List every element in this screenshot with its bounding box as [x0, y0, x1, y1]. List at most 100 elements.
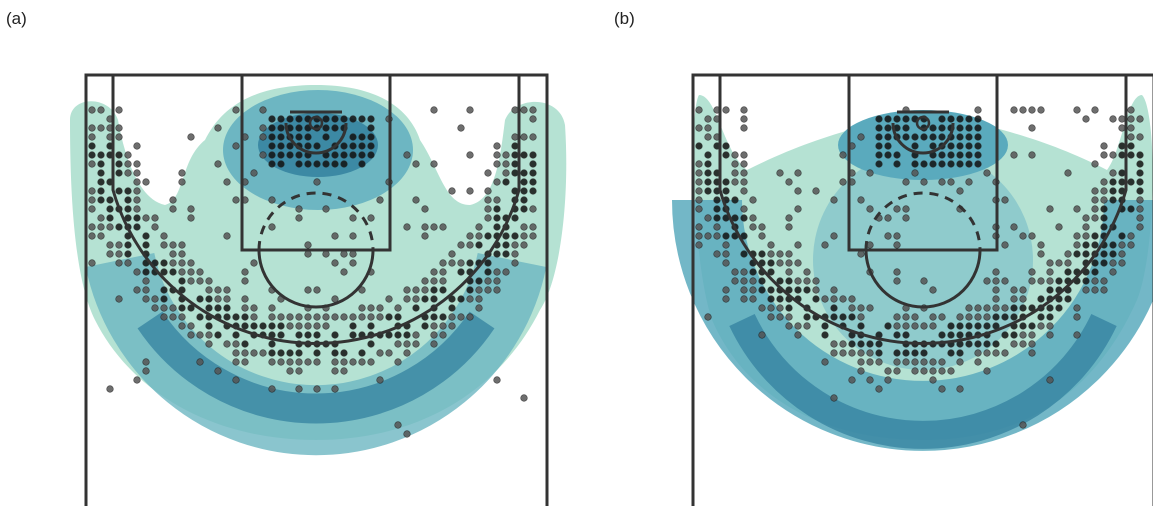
shot-dot [794, 286, 802, 294]
shot-dot [304, 313, 312, 321]
shot-dot [250, 322, 258, 330]
shot-dot [704, 151, 712, 159]
shot-dot [929, 313, 937, 321]
shot-dot [1100, 223, 1108, 231]
shot-dot [812, 286, 820, 294]
shot-dot [169, 304, 177, 312]
shot-dot [88, 106, 96, 114]
shot-dot [259, 349, 267, 357]
shot-dot [1055, 223, 1063, 231]
shot-dot [223, 313, 231, 321]
shot-dot [133, 187, 141, 195]
shot-dot [803, 322, 811, 330]
shot-dot [1064, 295, 1072, 303]
shot-dot [304, 250, 312, 258]
shot-dot [740, 178, 748, 186]
shot-dot [722, 232, 730, 240]
shot-dot [349, 259, 357, 267]
shot-dot [133, 196, 141, 204]
shot-dot [1100, 187, 1108, 195]
shot-dot [1127, 106, 1135, 114]
shot-dot [758, 232, 766, 240]
shot-dot [767, 250, 775, 258]
shot-dot [358, 358, 366, 366]
shot-dot [1028, 331, 1036, 339]
shot-dot [277, 133, 285, 141]
shot-dot [695, 160, 703, 168]
shot-dot [295, 367, 303, 375]
shot-dot [187, 205, 195, 213]
shot-dot [695, 169, 703, 177]
shot-dot [214, 124, 222, 132]
shot-dot [439, 259, 447, 267]
shot-dot [830, 340, 838, 348]
shot-dot [1082, 250, 1090, 258]
court-boundary [691, 73, 1153, 506]
shot-dot [731, 169, 739, 177]
shot-dot [740, 160, 748, 168]
shot-dot [740, 205, 748, 213]
shot-dot [1127, 124, 1135, 132]
shot-dot [403, 349, 411, 357]
shot-dot [740, 115, 748, 123]
shot-dot [776, 295, 784, 303]
shot-dot [1136, 223, 1144, 231]
shot-dot [1046, 277, 1054, 285]
shot-dot [133, 205, 141, 213]
shot-dot [430, 331, 438, 339]
shot-dot [704, 214, 712, 222]
shot-dot [124, 169, 132, 177]
shot-dot [1136, 160, 1144, 168]
shot-dot [983, 349, 991, 357]
shot-dot [232, 313, 240, 321]
shot-dot [295, 160, 303, 168]
shot-dot [938, 331, 946, 339]
shot-dot [349, 142, 357, 150]
shot-dot [803, 277, 811, 285]
shot-dot [367, 142, 375, 150]
shot-dot [313, 160, 321, 168]
shot-dot [740, 214, 748, 222]
shot-dot [695, 142, 703, 150]
shot-dot [704, 232, 712, 240]
shot-dot [1019, 340, 1027, 348]
shot-dot [965, 304, 973, 312]
shot-dot [794, 322, 802, 330]
shot-dot [902, 358, 910, 366]
shot-dot [857, 196, 865, 204]
shot-dot [97, 124, 105, 132]
shot-dot [277, 160, 285, 168]
shot-dot [88, 259, 96, 267]
shot-dot [1127, 241, 1135, 249]
shot-dot [767, 313, 775, 321]
shot-dot [349, 250, 357, 258]
shot-dot [1082, 286, 1090, 294]
shot-dot [695, 124, 703, 132]
shot-dot [133, 286, 141, 294]
shot-dot [1064, 268, 1072, 276]
shot-dot [920, 133, 928, 141]
shot-dot [214, 160, 222, 168]
shot-dot [821, 295, 829, 303]
shot-dot [268, 340, 276, 348]
shot-dot [520, 394, 528, 402]
shot-dot [830, 232, 838, 240]
shot-dot [304, 142, 312, 150]
shot-dot [178, 313, 186, 321]
shot-dot [1118, 142, 1126, 150]
shot-dot [1091, 187, 1099, 195]
shot-dot [457, 313, 465, 321]
court-lines [691, 73, 1153, 506]
shot-dot [187, 133, 195, 141]
shot-dot [938, 313, 946, 321]
shot-dot [295, 313, 303, 321]
shot-dot [740, 169, 748, 177]
shot-dot [956, 151, 964, 159]
shot-dot [983, 340, 991, 348]
shot-dot [169, 259, 177, 267]
shot-dot [722, 241, 730, 249]
shot-dot [457, 241, 465, 249]
shot-dot [884, 232, 892, 240]
shot-dot [794, 169, 802, 177]
shot-dot [97, 151, 105, 159]
